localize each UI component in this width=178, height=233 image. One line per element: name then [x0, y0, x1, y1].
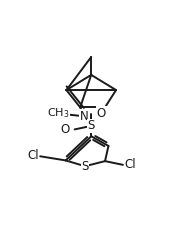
Text: CH$_3$: CH$_3$ — [47, 107, 69, 120]
Text: Cl: Cl — [124, 158, 136, 171]
Text: S: S — [88, 120, 95, 132]
Text: O: O — [60, 123, 69, 136]
Text: N: N — [80, 110, 89, 123]
Text: S: S — [81, 160, 89, 173]
Text: Cl: Cl — [27, 149, 39, 162]
Text: O: O — [97, 107, 106, 120]
